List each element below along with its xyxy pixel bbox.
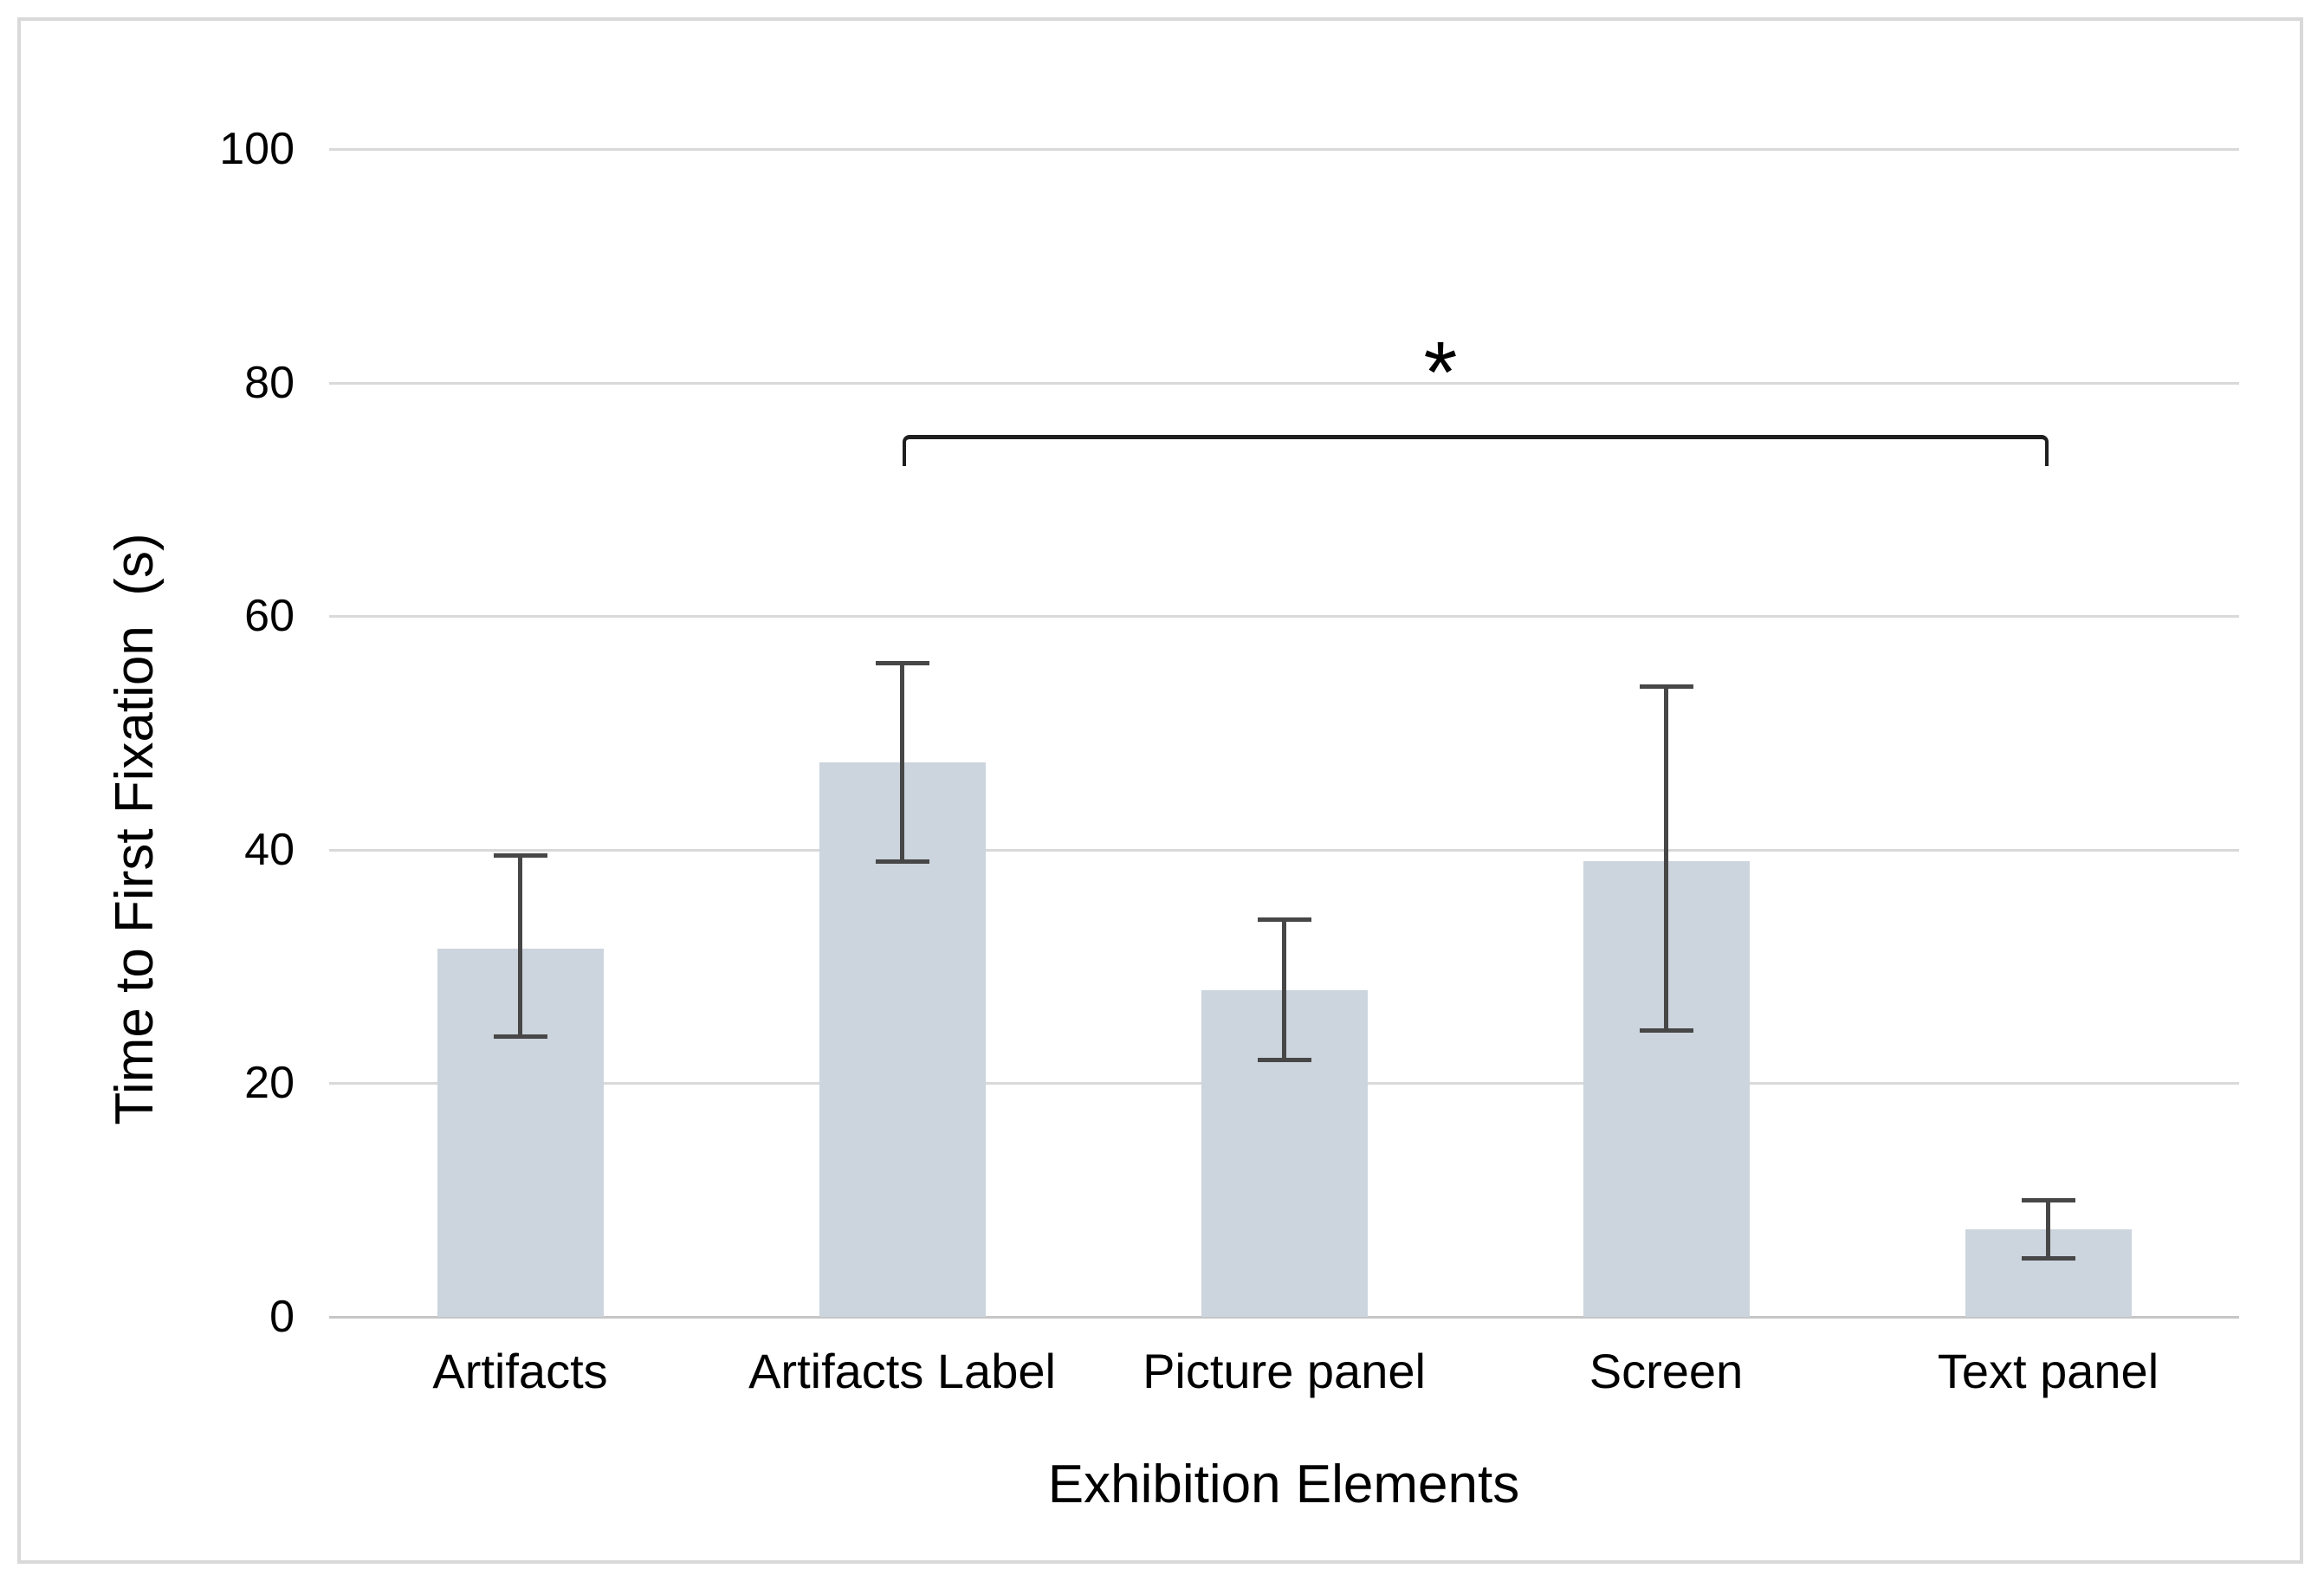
- error-cap-top-0: [493, 853, 547, 859]
- x-category-label-artifacts-label: Artifacts Label: [748, 1344, 1056, 1398]
- error-cap-bottom-0: [493, 1034, 547, 1039]
- error-cap-bottom-1: [875, 859, 929, 864]
- y-tick-label-0: 0: [269, 1292, 295, 1342]
- error-cap-top-3: [1639, 684, 1693, 689]
- y-axis-title: Time to First Fixation (s): [105, 533, 165, 1125]
- gridline-60: [329, 615, 2239, 619]
- y-tick-label-20: 20: [244, 1058, 295, 1109]
- chart-border: [17, 17, 2303, 1564]
- x-axis-title: Exhibition Elements: [1047, 1455, 1520, 1514]
- gridline-40: [329, 848, 2239, 852]
- x-category-label-picture-panel: Picture panel: [1143, 1344, 1426, 1398]
- error-bar-line-3: [1664, 686, 1668, 1031]
- significance-asterisk: *: [1423, 324, 1458, 422]
- error-cap-bottom-3: [1639, 1028, 1693, 1034]
- x-category-label-artifacts: Artifacts: [432, 1344, 608, 1398]
- y-tick-label-100: 100: [219, 124, 295, 174]
- error-cap-top-4: [2021, 1197, 2075, 1202]
- error-bar-line-0: [518, 855, 522, 1037]
- y-tick-label-60: 60: [244, 591, 295, 642]
- error-cap-top-2: [1257, 917, 1311, 923]
- error-cap-bottom-4: [2021, 1256, 2075, 1261]
- y-tick-label-80: 80: [244, 357, 295, 408]
- y-tick-label-40: 40: [244, 824, 295, 875]
- x-category-label-screen: Screen: [1589, 1344, 1744, 1398]
- significance-bracket: [902, 435, 2049, 467]
- x-category-label-text-panel: Text panel: [1937, 1344, 2159, 1398]
- gridline-100: [329, 148, 2239, 151]
- error-bar-line-1: [900, 663, 904, 862]
- gridline-80: [329, 381, 2239, 385]
- error-cap-top-1: [875, 660, 929, 665]
- gridline-0: [329, 1316, 2239, 1319]
- error-bar-line-2: [1282, 919, 1286, 1060]
- error-bar-line-4: [2046, 1200, 2050, 1259]
- error-cap-bottom-2: [1257, 1057, 1311, 1062]
